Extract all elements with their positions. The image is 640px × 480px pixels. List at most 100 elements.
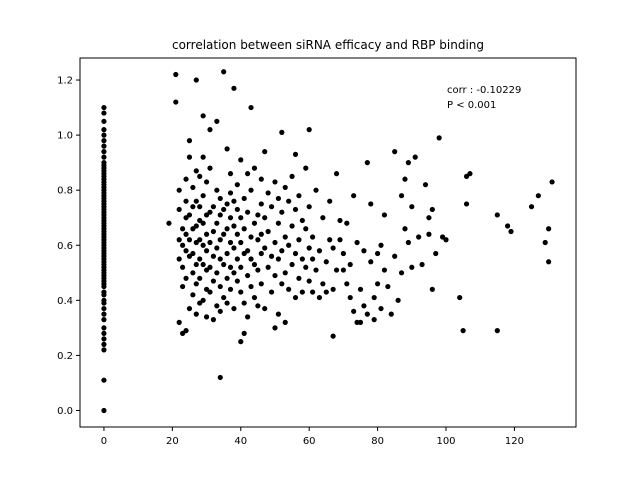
data-point	[299, 217, 305, 224]
data-point	[176, 319, 182, 325]
data-point	[395, 297, 401, 303]
data-point	[275, 311, 281, 317]
data-point	[190, 250, 196, 257]
data-point	[238, 264, 244, 270]
data-point	[180, 226, 186, 232]
data-point	[330, 245, 336, 251]
data-point	[183, 176, 189, 182]
data-point	[292, 151, 299, 157]
data-point	[313, 187, 319, 193]
data-point	[245, 209, 251, 215]
data-point	[299, 289, 305, 295]
data-point	[272, 239, 278, 246]
data-point	[193, 198, 199, 204]
data-point	[101, 154, 107, 160]
data-point	[234, 182, 240, 188]
data-point	[207, 239, 213, 246]
y-tick-label: 0.2	[57, 351, 73, 362]
data-point	[245, 248, 251, 254]
data-point	[186, 212, 193, 218]
data-point	[231, 305, 237, 312]
data-point	[316, 294, 323, 301]
data-point	[214, 245, 220, 251]
data-point	[344, 220, 350, 226]
data-point	[203, 314, 210, 320]
data-point	[227, 264, 234, 270]
data-point	[101, 325, 107, 331]
data-point	[262, 245, 268, 251]
data-point	[241, 330, 247, 336]
data-point	[272, 325, 278, 331]
data-point	[245, 314, 251, 320]
x-tick-label: 20	[166, 436, 179, 447]
data-point	[351, 308, 357, 314]
data-point	[101, 336, 107, 342]
data-point	[268, 204, 275, 210]
data-point	[214, 303, 220, 309]
data-point	[333, 171, 340, 177]
chart-title: correlation between siRNA efficacy and R…	[172, 38, 484, 52]
data-point	[508, 228, 514, 235]
data-point	[289, 261, 295, 268]
data-point	[180, 283, 186, 290]
data-point	[361, 248, 367, 254]
y-tick-label: 1.2	[57, 76, 73, 87]
data-point	[344, 281, 350, 287]
data-point	[176, 187, 182, 193]
data-point	[214, 220, 220, 226]
data-point	[234, 231, 240, 237]
data-point	[207, 209, 213, 215]
data-point	[416, 234, 422, 240]
data-point	[282, 234, 288, 240]
data-point	[190, 184, 196, 191]
data-point	[279, 209, 285, 215]
data-point	[197, 275, 203, 281]
data-point	[337, 237, 343, 243]
data-point	[207, 264, 213, 270]
axis-ticks: 0 20 40 60 80 100 120 0.0 0.2 0.4 0.6 0.8 1.0 1.2	[57, 76, 524, 447]
data-point	[422, 182, 429, 188]
data-point	[221, 261, 227, 268]
data-point	[214, 187, 220, 193]
data-point	[180, 242, 186, 248]
data-point	[378, 242, 384, 248]
data-point	[227, 286, 234, 292]
data-point	[371, 294, 377, 301]
data-point	[381, 212, 388, 218]
data-point	[200, 261, 206, 268]
data-point	[347, 261, 353, 268]
data-point	[101, 330, 107, 336]
data-point	[207, 289, 213, 295]
data-point	[378, 305, 384, 312]
data-point	[214, 270, 220, 276]
data-point	[443, 237, 449, 243]
data-point	[409, 264, 415, 270]
data-point	[398, 270, 405, 276]
data-point	[248, 104, 254, 111]
data-point	[405, 160, 411, 166]
data-point	[173, 71, 179, 78]
data-point	[101, 127, 107, 133]
data-point	[210, 204, 217, 210]
data-point	[385, 283, 391, 290]
data-point	[381, 267, 388, 273]
data-point	[296, 275, 302, 281]
data-point	[210, 278, 217, 284]
data-point	[310, 256, 316, 262]
data-point	[207, 127, 213, 133]
data-point	[460, 328, 466, 334]
data-point	[176, 206, 182, 213]
data-point	[419, 261, 425, 268]
data-point	[528, 204, 535, 210]
data-point	[402, 226, 408, 232]
data-point	[224, 201, 230, 207]
data-point	[186, 138, 193, 144]
data-point	[405, 239, 411, 246]
data-point	[392, 149, 398, 155]
data-point	[282, 184, 288, 191]
data-point	[101, 118, 107, 124]
data-point	[258, 250, 264, 257]
data-point	[327, 198, 333, 204]
data-point	[296, 237, 302, 243]
